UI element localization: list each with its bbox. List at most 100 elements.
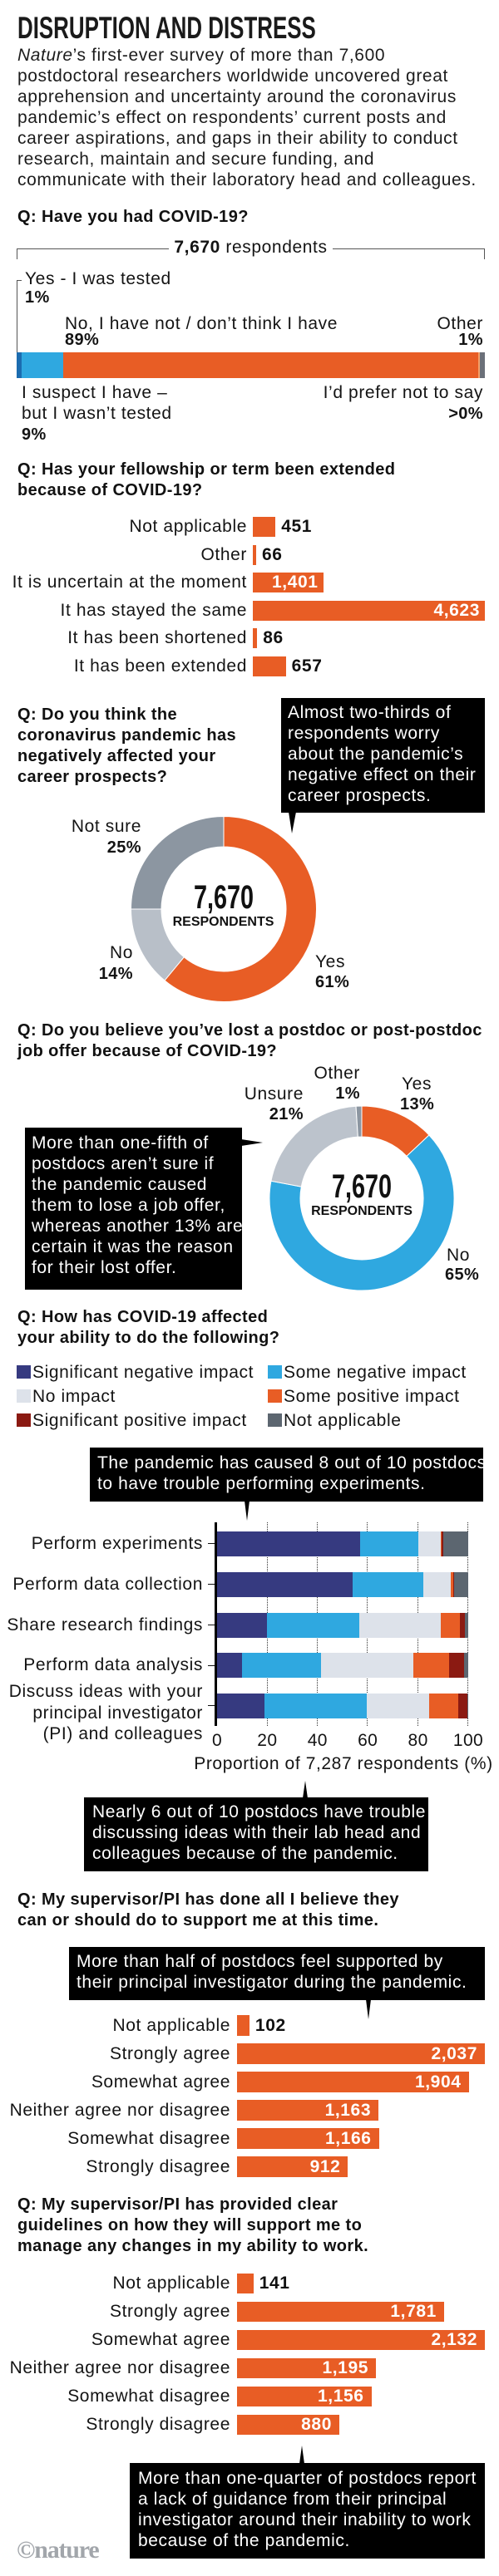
bar-segment-some-negative-impact — [267, 1612, 359, 1638]
bar — [237, 2415, 339, 2435]
bar-segment-significant-positive-impact — [442, 1531, 443, 1556]
callout-pointer — [366, 1999, 371, 2019]
callout-pointer — [303, 1781, 308, 1798]
bar-value-label: 141 — [259, 2274, 290, 2293]
bar-value-label: 66 — [261, 544, 283, 564]
donut-center-label: RESPONDENTS — [172, 914, 274, 929]
bar-segment-some-negative-impact — [264, 1694, 367, 1718]
callout-supervisor-guidelines: More than one-quarter of postdocs report… — [130, 2463, 485, 2559]
callout-discuss-ideas: Nearly 6 out of 10 postdocs have trouble… — [84, 1797, 428, 1871]
legend-swatch — [17, 1413, 31, 1427]
callout-pointer — [289, 812, 296, 833]
segment-name-prefer-not-say: I’d prefer not to say — [323, 383, 483, 402]
bar — [237, 2072, 469, 2092]
bar — [237, 2100, 379, 2121]
bar-segment-significant-positive-impact — [452, 1571, 455, 1597]
bar — [253, 573, 324, 592]
slice-name-no: No — [447, 1246, 471, 1265]
bar-segment-some-positive-impact — [440, 1531, 442, 1556]
covid-stacked-bar — [17, 352, 485, 378]
callout-pointer — [245, 1501, 250, 1521]
bar-category-label: Not applicable — [129, 517, 247, 536]
legend-swatch — [268, 1413, 282, 1427]
bar-category-label: Neither agree nor disagree — [9, 2101, 230, 2120]
bar-category-label: It is uncertain at the moment — [12, 573, 247, 592]
bar-category-label: Other — [200, 544, 247, 564]
bar — [253, 544, 256, 565]
legend-label: Some positive impact — [284, 1387, 460, 1406]
y-axis-line — [214, 1522, 217, 1726]
bar-segment-some-positive-impact — [440, 1612, 461, 1638]
category-label: Perform experiments — [31, 1534, 203, 1553]
respondents-total: 7,670 — [174, 238, 220, 257]
donut-slice-yes — [163, 815, 317, 1002]
segment-name-no: No, I have not / don’t think I have — [65, 314, 338, 333]
question-supervisor-support: Q: My supervisor/PI has done all I belie… — [17, 1890, 399, 1930]
supervisor-guidelines-bar-chart: Not applicable 141 Strongly agree 1,781 Some… — [0, 2274, 499, 2444]
segment-name-suspect: I suspect I have – but I wasn’t tested — [22, 383, 172, 423]
slice-value-not-sure: 25% — [106, 838, 141, 857]
bar-segment-no-impact — [321, 1653, 413, 1679]
slice-name-not-sure: Not sure — [71, 817, 141, 836]
page-title: DISRUPTION AND DISTRESS — [17, 11, 316, 45]
bar-category-label: Not applicable — [112, 2016, 230, 2035]
x-tick-label: 60 — [358, 1731, 378, 1750]
question-lost-job-offer: Q: Do you believe you’ve lost a postdoc … — [17, 1021, 482, 1060]
bar-value-label: 451 — [281, 517, 313, 536]
y-tick-mark — [208, 1705, 215, 1707]
bar-category-label: Somewhat disagree — [67, 2129, 230, 2148]
bar-segment-significant-negative-impact — [217, 1571, 353, 1597]
donut-slice-no — [269, 1134, 455, 1291]
bar-category-label: Strongly disagree — [86, 2415, 230, 2434]
impact-stacked-bar-chart: Perform experiments Perform data collecti… — [0, 1522, 499, 1773]
y-tick-mark — [208, 1664, 215, 1666]
x-tick-label: 40 — [307, 1731, 328, 1750]
segment-value-no: 89% — [65, 331, 100, 349]
bar-segment-some-negative-impact — [242, 1653, 322, 1679]
slice-value-no: 65% — [445, 1266, 480, 1284]
bar-segment-some-negative-impact — [353, 1571, 423, 1597]
bar — [237, 2302, 444, 2322]
slice-value-no: 14% — [98, 965, 133, 983]
donut-center-label: RESPONDENTS — [311, 1204, 413, 1218]
bar-segment-not-applicable — [467, 1694, 468, 1718]
category-label: Discuss ideas with your principal invest… — [8, 1682, 203, 1743]
donut-center-value: 7,670 — [331, 1168, 393, 1205]
bar-segment-not-applicable — [454, 1571, 468, 1597]
bar-segment-other — [480, 352, 485, 378]
category-label: Perform data collection — [12, 1574, 203, 1594]
bar-value-label: 657 — [291, 656, 323, 676]
bar-segment-yes-i-was-tested — [17, 352, 22, 378]
donut-slice-other — [355, 1105, 363, 1138]
bar — [253, 656, 286, 676]
segment-name-yes-tested: Yes - I was tested — [25, 269, 171, 288]
slice-name-no: No — [109, 943, 133, 962]
bar — [237, 2015, 250, 2036]
segment-value-yes-tested: 1% — [25, 288, 50, 307]
fellowship-bar-chart: Not applicable 451 Other 66 It is uncertain … — [0, 517, 499, 683]
legend-swatch — [268, 1389, 282, 1403]
x-tick-label: 0 — [211, 1731, 223, 1750]
legend-label: Significant negative impact — [32, 1363, 254, 1382]
bar-value-label: 1,163 — [324, 2101, 372, 2120]
bar-segment-significant-negative-impact — [217, 1694, 265, 1718]
bar-segment-i-suspect-i-have-but-i-wasn-t-tested — [21, 352, 64, 378]
question-had-covid: Q: Have you had COVID-19? — [17, 208, 249, 226]
bar — [237, 2358, 377, 2378]
bar — [253, 600, 485, 621]
bar-segment-significant-positive-impact — [448, 1653, 464, 1679]
bar-value-label: 1,156 — [318, 2387, 364, 2406]
slice-name-yes: Yes — [315, 952, 346, 971]
bar — [253, 628, 258, 648]
bar-segment-some-negative-impact — [360, 1531, 418, 1556]
x-axis-title: Proportion of 7,287 respondents (%) — [194, 1754, 493, 1773]
legend-swatch — [17, 1389, 31, 1403]
legend-label: Not applicable — [284, 1411, 402, 1430]
question-supervisor-guidelines: Q: My supervisor/PI has provided clear g… — [17, 2195, 369, 2255]
intro-text: ’s first-ever survey of more than 7,600 … — [17, 46, 477, 189]
legend-label: Some negative impact — [284, 1363, 467, 1382]
question-fellowship-extended: Q: Has your fellowship or term been exte… — [17, 460, 396, 499]
question-ability-impact: Q: How has COVID-19 affected your abilit… — [17, 1308, 280, 1347]
bar-value-label: 1,401 — [271, 573, 319, 592]
y-tick-mark — [208, 1543, 215, 1545]
